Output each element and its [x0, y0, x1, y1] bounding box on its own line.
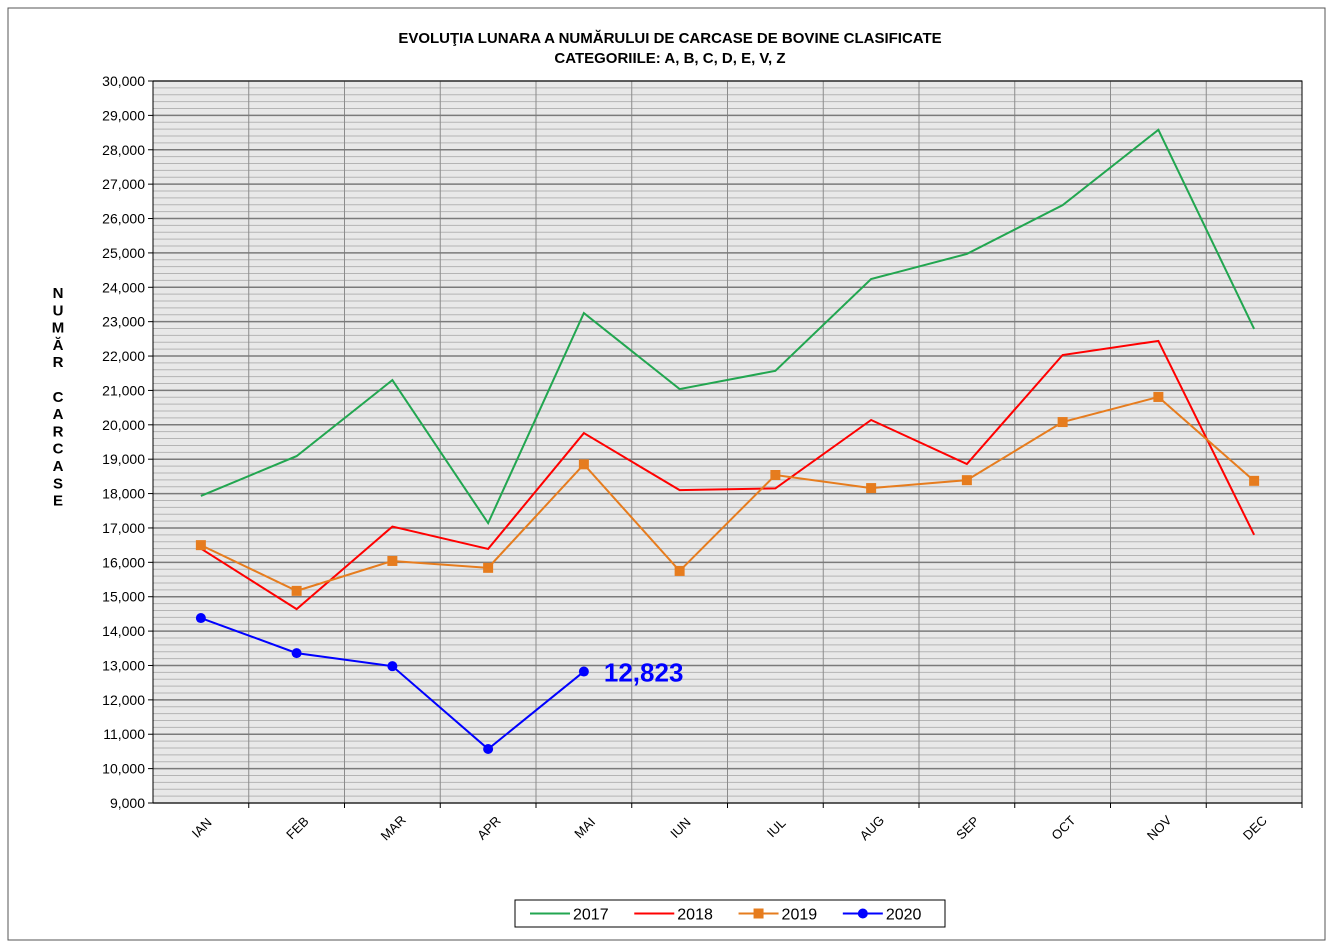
y-tick-label: 10,000 [102, 761, 145, 777]
legend-label: 2018 [677, 907, 713, 924]
y-tick-label: 23,000 [102, 314, 145, 330]
series-marker [387, 661, 398, 672]
series-marker [770, 470, 781, 481]
series-marker [483, 744, 494, 755]
y-tick-label: 25,000 [102, 245, 145, 261]
legend-marker [857, 908, 868, 919]
y-tick-label: 21,000 [102, 382, 145, 398]
y-tick-label: 30,000 [102, 73, 145, 89]
y-tick-label: 22,000 [102, 348, 145, 364]
series-marker [578, 459, 589, 470]
y-tick-label: 18,000 [102, 486, 145, 502]
y-tick-label: 17,000 [102, 520, 145, 536]
series-marker [195, 540, 206, 551]
y-tick-label: 12,000 [102, 692, 145, 708]
y-tick-label: 26,000 [102, 211, 145, 227]
series-marker [866, 483, 877, 494]
legend-label: 2019 [782, 907, 818, 924]
series-marker [578, 666, 589, 677]
series-marker [1057, 417, 1068, 428]
y-tick-label: 14,000 [102, 623, 145, 639]
y-tick-label: 13,000 [102, 657, 145, 673]
y-tick-label: 24,000 [102, 279, 145, 295]
series-marker [291, 648, 302, 659]
y-tick-label: 19,000 [102, 451, 145, 467]
y-tick-label: 27,000 [102, 176, 145, 192]
series-line [200, 395, 1255, 592]
series-marker [674, 565, 685, 576]
series-marker [961, 475, 972, 486]
series-marker [483, 562, 494, 573]
series-line [200, 339, 1256, 611]
y-tick-label: 28,000 [102, 142, 145, 158]
chart-subtitle: CATEGORIILE: A, B, C, D, E, V, Z [554, 50, 785, 67]
series-line [200, 128, 1256, 526]
y-tick-label: 29,000 [102, 107, 145, 123]
series-marker [387, 555, 398, 566]
y-tick-label: 9,000 [110, 795, 145, 811]
y-tick-label: 20,000 [102, 417, 145, 433]
y-tick-label: 15,000 [102, 589, 145, 605]
series-marker [1249, 475, 1260, 486]
legend-label: 2017 [573, 907, 609, 924]
legend-label: 2020 [886, 907, 922, 924]
series-marker [291, 585, 302, 596]
y-tick-label: 11,000 [103, 726, 145, 742]
chart-title: EVOLUŢIA LUNARA A NUMĂRULUI DE CARCASE D… [398, 30, 941, 47]
legend-marker [753, 908, 764, 919]
data-label: 12,823 [604, 658, 684, 688]
series-marker [195, 613, 206, 624]
series-marker [1153, 391, 1164, 402]
y-tick-label: 16,000 [102, 554, 145, 570]
